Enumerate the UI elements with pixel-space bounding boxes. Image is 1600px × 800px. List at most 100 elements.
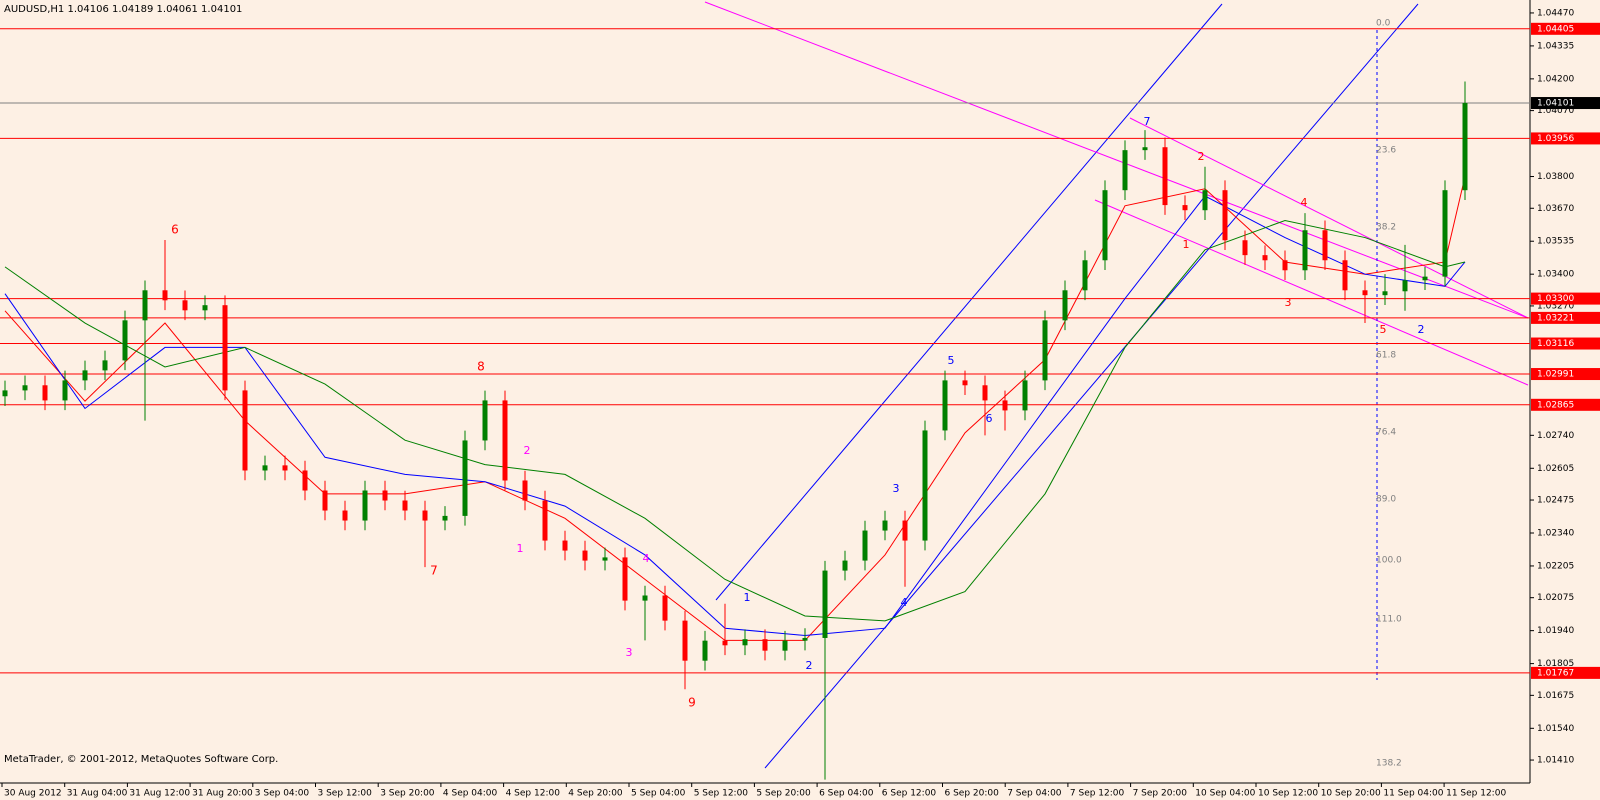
x-tick-label: 10 Sep 20:00 — [1321, 789, 1381, 799]
x-tick-label: 7 Sep 12:00 — [1070, 789, 1125, 799]
level-label-box — [1531, 292, 1600, 305]
candle-body — [1402, 280, 1408, 292]
candle-body — [322, 490, 328, 511]
y-tick-label: 1.02340 — [1537, 528, 1574, 538]
level-label-box — [1531, 368, 1600, 381]
x-tick-label: 5 Sep 12:00 — [694, 789, 749, 799]
wave-label: 4 — [643, 552, 650, 565]
current-price-box — [1531, 97, 1600, 110]
y-tick-label: 1.03270 — [1537, 301, 1574, 311]
candle-body — [842, 560, 848, 571]
x-tick-label: 4 Sep 04:00 — [443, 789, 498, 799]
candle-body — [1282, 260, 1288, 271]
candle-body — [942, 380, 948, 431]
channel-line — [1094, 199, 1529, 386]
wave-label: 4 — [901, 596, 908, 609]
wave-label: 3 — [1285, 296, 1292, 309]
candle-body — [1202, 190, 1208, 211]
x-tick-label: 3 Sep 12:00 — [318, 789, 373, 799]
candle-body — [1082, 260, 1088, 291]
candle-body — [922, 430, 928, 541]
fib-label: 61.8 — [1376, 351, 1396, 361]
level-label: 1.03956 — [1537, 134, 1574, 144]
level-label: 1.02865 — [1537, 400, 1574, 410]
x-tick-label: 11 Sep 12:00 — [1446, 789, 1506, 799]
x-tick-label: 6 Sep 04:00 — [819, 789, 874, 799]
level-label-box — [1531, 666, 1600, 679]
candle-body — [1442, 190, 1448, 277]
candle-body — [882, 520, 888, 531]
candle-body — [742, 639, 748, 646]
candle-body — [902, 520, 908, 541]
candle-body — [862, 530, 868, 561]
x-tick-label: 31 Aug 04:00 — [67, 789, 128, 799]
wave-label: 6 — [171, 223, 179, 237]
level-label: 1.03221 — [1537, 313, 1574, 323]
level-label-box — [1531, 337, 1600, 350]
candle-body — [122, 320, 128, 361]
candle-body — [202, 305, 208, 311]
wave-label: 2 — [1418, 323, 1425, 336]
y-tick-label: 1.01675 — [1537, 691, 1574, 701]
candle-body — [1222, 190, 1228, 241]
current-price-label: 1.04101 — [1537, 99, 1574, 109]
level-label: 1.03300 — [1537, 294, 1574, 304]
wave-label: 4 — [1301, 196, 1308, 209]
candle-body — [562, 540, 568, 551]
level-label-box — [1531, 22, 1600, 35]
wave-label: 2 — [806, 659, 813, 672]
x-tick-label: 31 Aug 12:00 — [129, 789, 190, 799]
candle-body — [1162, 147, 1168, 206]
candle-body — [1342, 260, 1348, 291]
wave-label: 7 — [1144, 115, 1151, 128]
candle-body — [582, 550, 588, 561]
x-tick-label: 3 Sep 20:00 — [380, 789, 435, 799]
candle-body — [402, 500, 408, 511]
y-tick-label: 1.02475 — [1537, 496, 1574, 506]
level-label-box — [1531, 398, 1600, 411]
fib-label: 89.0 — [1376, 495, 1396, 505]
y-tick-label: 1.04335 — [1537, 41, 1574, 51]
x-tick-label: 31 Aug 20:00 — [192, 789, 253, 799]
wave-label: 2 — [1198, 150, 1205, 163]
x-tick-label: 5 Sep 20:00 — [756, 789, 811, 799]
candle-body — [962, 380, 968, 386]
x-tick-label: 30 Aug 2012 — [4, 789, 62, 799]
y-tick-label: 1.02740 — [1537, 431, 1574, 441]
candle-body — [1322, 230, 1328, 261]
y-tick-label: 1.01410 — [1537, 756, 1574, 766]
fib-label: 23.6 — [1376, 146, 1396, 156]
wave-label: 9 — [688, 696, 696, 710]
wave-label: 1 — [744, 591, 751, 604]
candle-body — [382, 490, 388, 501]
level-label: 1.04405 — [1537, 24, 1574, 34]
candle-body — [1462, 103, 1468, 191]
candle-body — [42, 385, 48, 401]
y-tick-label: 1.04470 — [1537, 8, 1574, 18]
candle-body — [82, 370, 88, 381]
candle-body — [62, 380, 68, 401]
x-tick-label: 10 Sep 04:00 — [1195, 789, 1255, 799]
candle-body — [982, 385, 988, 401]
candle-body — [1242, 240, 1248, 256]
x-tick-label: 6 Sep 20:00 — [945, 789, 1000, 799]
candle-body — [442, 515, 448, 521]
candle-body — [1262, 255, 1268, 261]
candle-body — [1042, 320, 1048, 381]
candle-body — [522, 480, 528, 501]
candle-body — [822, 570, 828, 638]
candle-body — [262, 465, 268, 471]
x-tick-label: 6 Sep 12:00 — [882, 789, 937, 799]
x-tick-label: 4 Sep 20:00 — [568, 789, 623, 799]
x-tick-label: 5 Sep 04:00 — [631, 789, 686, 799]
candle-body — [1002, 400, 1008, 411]
y-tick-label: 1.01805 — [1537, 659, 1574, 669]
candle-body — [462, 440, 468, 516]
candle-body — [1362, 290, 1368, 296]
wave-label: 1 — [517, 542, 524, 555]
fib-label: 138.2 — [1376, 759, 1402, 769]
y-tick-label: 1.03800 — [1537, 172, 1574, 182]
level-label-box — [1531, 311, 1600, 324]
wave-label: 2 — [524, 444, 531, 457]
candle-body — [1062, 290, 1068, 321]
